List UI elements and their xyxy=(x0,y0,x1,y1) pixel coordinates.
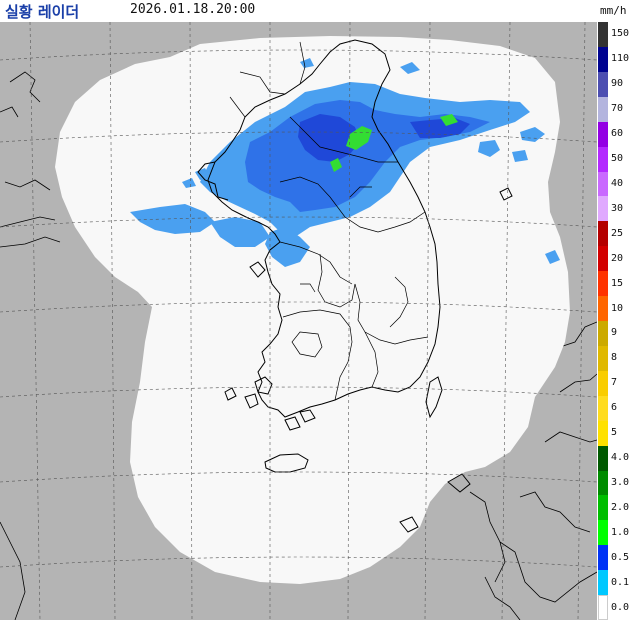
legend-label: 15 xyxy=(611,277,624,289)
legend-swatch xyxy=(598,46,608,72)
legend-swatch xyxy=(598,296,608,322)
legend-swatch xyxy=(598,470,608,496)
legend-label: 6 xyxy=(611,402,618,414)
legend-swatch xyxy=(598,595,608,620)
legend-swatch xyxy=(598,495,608,521)
lat-lon-grid xyxy=(0,22,597,620)
legend-swatch xyxy=(598,196,608,222)
page-title: 실황 레이더 xyxy=(5,3,80,21)
legend-label: 150 xyxy=(611,28,630,40)
legend-swatch xyxy=(598,246,608,272)
legend-label: 30 xyxy=(611,202,624,214)
legend-swatch xyxy=(598,221,608,247)
legend-label: 0.1 xyxy=(611,576,630,588)
legend-label: 4.0 xyxy=(611,452,630,464)
legend-label: 50 xyxy=(611,153,624,165)
legend-swatch xyxy=(598,395,608,421)
legend-label: 110 xyxy=(611,53,630,65)
legend-label: 0.0 xyxy=(611,601,630,613)
legend-label: 2.0 xyxy=(611,501,630,513)
legend-label: 60 xyxy=(611,128,624,140)
legend-swatch xyxy=(598,445,608,471)
coastline-korea xyxy=(197,39,513,533)
legend-swatch xyxy=(598,71,608,97)
rain-rate-legend: 150 110 90 70 60 50 40 30 25 20 15 10 9 8 7 6 5 4.0 3.0 2.0… xyxy=(598,22,635,620)
legend-swatch xyxy=(598,96,608,122)
legend-label: 5 xyxy=(611,427,618,439)
legend-label: 0.5 xyxy=(611,551,630,563)
radar-map[interactable] xyxy=(0,22,597,620)
legend-swatch xyxy=(598,171,608,197)
legend-swatch xyxy=(598,420,608,446)
radar-map-svg xyxy=(0,22,597,620)
legend-swatch xyxy=(598,321,608,346)
precipitation-echoes xyxy=(130,58,560,267)
legend-swatch xyxy=(598,520,608,546)
legend-swatch xyxy=(598,345,608,371)
legend-swatch xyxy=(598,271,608,297)
legend-swatch xyxy=(598,146,608,172)
legend-label: 70 xyxy=(611,103,624,115)
legend-unit: mm/h xyxy=(600,4,627,17)
legend-label: 3.0 xyxy=(611,476,630,488)
legend-swatch xyxy=(598,121,608,147)
legend-label: 1.0 xyxy=(611,526,630,538)
legend-label: 20 xyxy=(611,252,624,264)
legend-swatch xyxy=(598,370,608,396)
legend-label: 9 xyxy=(611,327,618,339)
legend-label: 8 xyxy=(611,352,618,364)
legend-swatch xyxy=(598,545,608,571)
legend-label: 10 xyxy=(611,302,624,314)
legend-label: 25 xyxy=(611,227,624,239)
coastline-outside xyxy=(0,71,597,620)
legend-swatch xyxy=(598,570,608,596)
legend-swatch xyxy=(598,22,608,47)
legend-label: 40 xyxy=(611,177,624,189)
observation-timestamp: 2026.01.18.20:00 xyxy=(130,2,256,17)
legend-label: 90 xyxy=(611,78,624,90)
legend-label: 7 xyxy=(611,377,618,389)
header-bar: 실황 레이더 2026.01.18.20:00 mm/h xyxy=(0,0,635,22)
province-boundaries xyxy=(229,41,429,401)
radar-coverage-area xyxy=(55,36,570,584)
